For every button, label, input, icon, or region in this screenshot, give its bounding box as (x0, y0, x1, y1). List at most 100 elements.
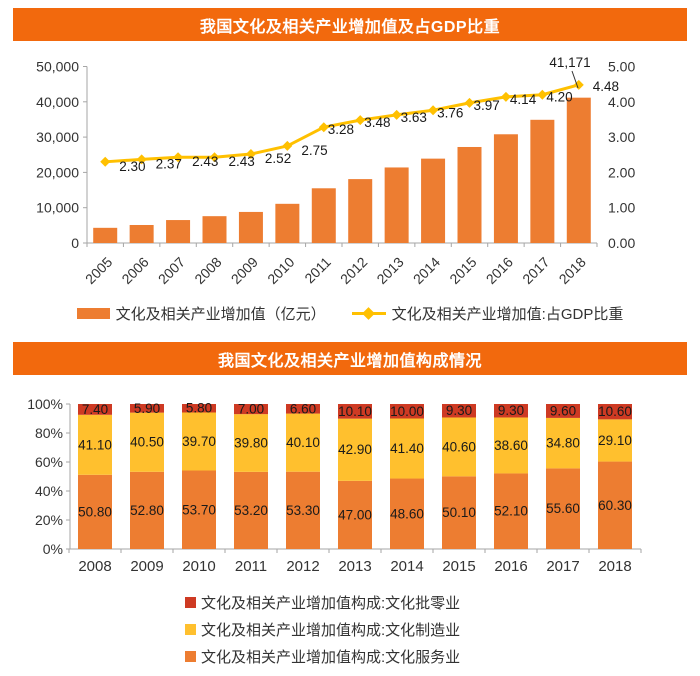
segment-value-label: 38.60 (494, 438, 528, 453)
segment-2016-series0 (494, 473, 528, 549)
segment-value-label: 42.90 (338, 442, 372, 457)
segment-2017-series2 (546, 404, 580, 418)
segment-2011-series0 (234, 471, 268, 549)
y-axis-tick-label: 80% (35, 425, 63, 441)
segment-value-label: 6.60 (290, 401, 316, 416)
segment-2011-series1 (234, 414, 268, 472)
chart1-title-banner: 我国文化及相关产业增加值及占GDP比重 (13, 8, 687, 41)
line-series-swatch (351, 307, 386, 320)
marker-diamond-2006 (136, 154, 147, 165)
segment-value-label: 53.30 (286, 503, 320, 518)
bar-2015 (457, 146, 482, 243)
right-axis-tick-label: 3.00 (608, 129, 635, 145)
bar-2016 (493, 134, 518, 243)
segment-2012-series1 (286, 413, 320, 472)
gdp-ratio-point-label: 3.97 (474, 98, 500, 113)
x-axis-year-label: 2018 (556, 254, 589, 287)
segment-2013-series2 (338, 404, 372, 419)
segment-value-label: 47.00 (338, 507, 372, 522)
x-axis-year-label: 2017 (546, 558, 579, 575)
segment-2009-series2 (130, 404, 164, 413)
x-axis-year-label: 2014 (410, 254, 443, 287)
services-series-swatch (185, 651, 196, 662)
segment-2014-series1 (390, 418, 424, 479)
segment-value-label: 29.10 (598, 433, 632, 448)
bar-2010 (275, 203, 300, 243)
x-axis-year-label: 2012 (286, 558, 319, 575)
bar-2014 (421, 158, 446, 243)
segment-2009-series0 (130, 471, 164, 549)
marker-diamond-2015 (464, 97, 475, 108)
retail-series-swatch (185, 597, 196, 608)
segment-2015-series0 (442, 476, 476, 549)
left-axis-tick-label: 40,000 (36, 94, 79, 110)
x-axis-year-label: 2009 (130, 558, 163, 575)
segment-value-label: 40.10 (286, 435, 320, 450)
right-axis-tick-label: 0.00 (608, 235, 635, 251)
segment-2017-series0 (546, 468, 580, 549)
segment-2009-series1 (130, 412, 164, 472)
marker-diamond-2005 (100, 156, 111, 167)
chart2-legend-item-services: 文化及相关产业增加值构成:文化服务业 (185, 646, 460, 667)
marker-diamond-2011 (318, 122, 329, 133)
segment-value-label: 9.60 (550, 403, 576, 418)
gdp-ratio-point-label: 4.14 (510, 92, 537, 107)
segment-value-label: 39.80 (234, 436, 268, 451)
x-axis-year-label: 2010 (182, 558, 215, 575)
x-axis-year-label: 2012 (337, 254, 370, 287)
right-axis-tick-label: 1.00 (608, 200, 635, 216)
segment-value-label: 52.10 (494, 504, 528, 519)
segment-2015-series1 (442, 417, 476, 477)
x-axis-year-label: 2011 (301, 254, 334, 287)
callout-leader-line (571, 70, 579, 89)
marker-diamond-2016 (500, 91, 511, 102)
segment-2015-series2 (442, 404, 476, 418)
y-axis-tick-label: 40% (35, 483, 63, 499)
x-axis-year-label: 2013 (373, 254, 406, 287)
segment-value-label: 50.10 (442, 505, 476, 520)
marker-diamond-2010 (282, 140, 293, 151)
segment-2012-series2 (286, 404, 320, 414)
services-series-label: 文化及相关产业增加值构成:文化服务业 (201, 649, 461, 666)
chart2-legend: 文化及相关产业增加值构成:文化批零业 文化及相关产业增加值构成:文化制造业 文化… (185, 592, 460, 667)
segment-2014-series2 (390, 404, 424, 419)
chart2-legend-item-retail: 文化及相关产业增加值构成:文化批零业 (185, 592, 460, 613)
segment-value-label: 52.80 (130, 503, 164, 518)
chart1-legend-item-line: 文化及相关产业增加值:占GDP比重 (351, 303, 623, 324)
added-value-and-gdp-ratio-chart: 0 10,000 20,000 30,000 40,000 50,000 0.00 1.00 2… (36, 55, 635, 287)
bar-2006 (129, 224, 154, 243)
added-value-composition-chart: 0% 20% 40% 60% 80% 100% 2008 2009 2010 2011 2012 20… (27, 396, 642, 575)
segment-value-label: 41.10 (78, 437, 112, 452)
segment-2010-series2 (182, 404, 216, 413)
x-axis-year-label: 2014 (390, 558, 423, 575)
marker-diamond-2013 (391, 109, 402, 120)
gdp-ratio-point-label: 3.76 (437, 105, 463, 120)
segment-value-label: 10.60 (598, 404, 632, 419)
segment-2017-series1 (546, 417, 580, 469)
chart1-title: 我国文化及相关产业增加值及占GDP比重 (199, 18, 501, 36)
bar-2009 (238, 211, 263, 243)
marker-diamond-2017 (537, 89, 548, 100)
left-axis-tick-label: 10,000 (36, 200, 79, 216)
x-axis-year-label: 2015 (446, 254, 479, 287)
segment-value-label: 10.10 (338, 404, 372, 419)
gdp-ratio-point-label: 4.20 (546, 90, 572, 105)
x-axis-year-label: 2016 (494, 558, 527, 575)
left-axis-tick-label: 0 (71, 235, 79, 251)
bar-2008 (202, 216, 227, 243)
x-axis-year-label: 2015 (442, 558, 475, 575)
segment-value-label: 53.70 (182, 502, 216, 517)
gdp-ratio-point-label: 3.63 (401, 110, 427, 125)
segment-2008-series2 (78, 404, 112, 415)
segment-value-label: 50.80 (78, 504, 112, 519)
left-axis-tick-label: 50,000 (36, 59, 79, 75)
segment-value-label: 60.30 (598, 498, 632, 513)
marker-diamond-2009 (245, 149, 256, 160)
y-axis-tick-label: 60% (35, 454, 63, 470)
segment-value-label: 5.90 (134, 401, 160, 416)
marker-diamond-2014 (428, 105, 439, 116)
chart2-title-banner: 我国文化及相关产业增加值构成情况 (13, 342, 687, 375)
segment-2016-series2 (494, 404, 528, 418)
segment-2010-series0 (182, 470, 216, 549)
gdp-ratio-line (105, 83, 580, 164)
